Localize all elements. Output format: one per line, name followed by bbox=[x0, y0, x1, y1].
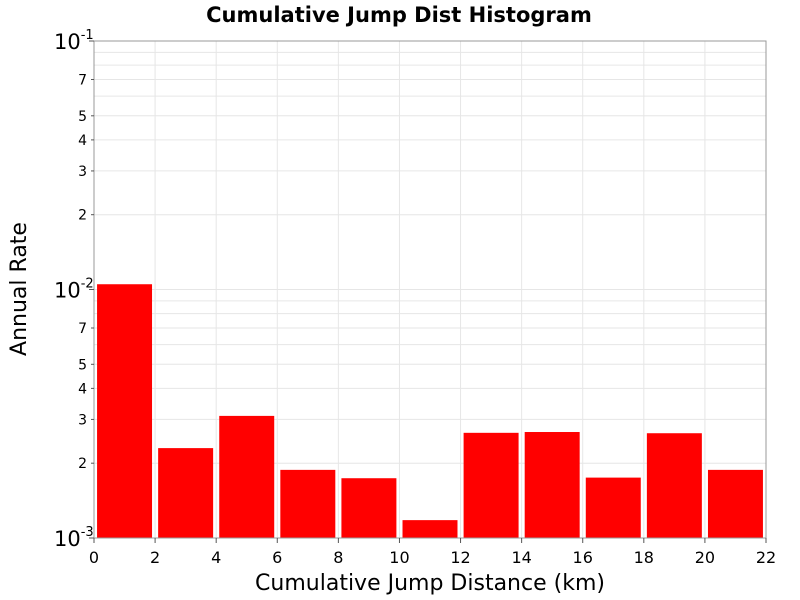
x-tick-label: 6 bbox=[272, 548, 282, 567]
x-axis-label: Cumulative Jump Distance (km) bbox=[255, 571, 605, 596]
bar bbox=[646, 433, 702, 538]
x-tick-label: 20 bbox=[695, 548, 715, 567]
y-tick-base: 10 bbox=[54, 279, 81, 303]
y-minor-tick-label: 2 bbox=[78, 456, 87, 472]
bar bbox=[463, 432, 519, 538]
x-tick-label: 16 bbox=[573, 548, 593, 567]
bars bbox=[97, 284, 763, 538]
x-tick-label: 22 bbox=[756, 548, 776, 567]
x-tick-label: 18 bbox=[634, 548, 654, 567]
chart-title: Cumulative Jump Dist Histogram bbox=[206, 3, 592, 27]
y-minor-tick-label: 5 bbox=[78, 357, 87, 373]
y-tick-exponent: -1 bbox=[81, 28, 94, 43]
grid-lines bbox=[93, 40, 767, 539]
bar bbox=[341, 478, 397, 538]
x-tick-label: 10 bbox=[389, 548, 409, 567]
x-tick-label: 2 bbox=[150, 548, 160, 567]
y-minor-tick-label: 5 bbox=[78, 109, 87, 125]
y-minor-tick-label: 7 bbox=[78, 321, 87, 337]
bar bbox=[158, 448, 214, 538]
x-tick-label: 12 bbox=[450, 548, 470, 567]
y-tick-base: 10 bbox=[54, 30, 81, 54]
y-minor-tick-label: 2 bbox=[78, 208, 87, 224]
y-tick-base: 10 bbox=[54, 527, 81, 551]
bar bbox=[280, 469, 336, 538]
y-tick-label: 10-1 bbox=[54, 28, 94, 54]
y-minor-tick-label: 4 bbox=[78, 381, 87, 397]
x-tick-label: 0 bbox=[89, 548, 99, 567]
bar bbox=[585, 477, 641, 538]
y-tick-label: 10-3 bbox=[54, 525, 94, 551]
bar bbox=[402, 520, 458, 538]
y-minor-tick-label: 3 bbox=[78, 412, 87, 428]
x-axis-ticks: 0 2 4 6 8 10 12 14 16 18 20 22 bbox=[89, 538, 776, 567]
bar bbox=[97, 284, 153, 538]
bar bbox=[707, 469, 763, 538]
y-tick-exponent: -3 bbox=[81, 525, 94, 540]
y-tick-label: 10-2 bbox=[54, 277, 94, 303]
x-tick-label: 8 bbox=[333, 548, 343, 567]
y-minor-tick-label: 3 bbox=[78, 164, 87, 180]
x-tick-label: 4 bbox=[211, 548, 221, 567]
bar bbox=[219, 415, 275, 538]
y-tick-exponent: -2 bbox=[81, 277, 94, 292]
y-axis-label: Annual Rate bbox=[7, 222, 32, 356]
y-minor-tick-label: 4 bbox=[78, 133, 87, 149]
x-tick-label: 14 bbox=[511, 548, 531, 567]
bar bbox=[524, 432, 580, 538]
y-minor-tick-label: 7 bbox=[78, 72, 87, 88]
